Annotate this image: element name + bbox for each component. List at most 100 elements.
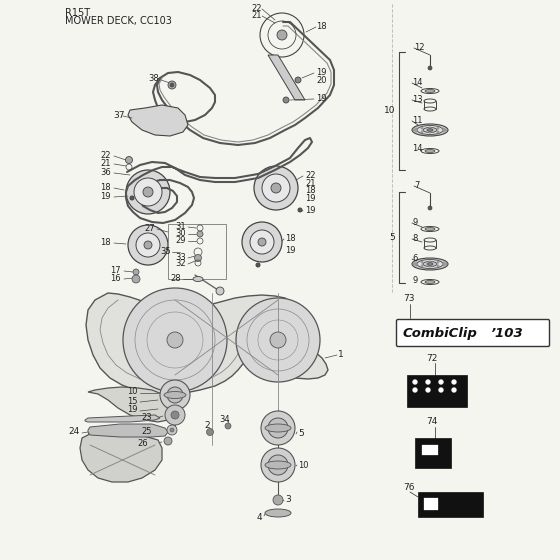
- Circle shape: [160, 380, 190, 410]
- Circle shape: [442, 128, 445, 130]
- Polygon shape: [128, 105, 188, 136]
- Circle shape: [442, 264, 445, 267]
- Circle shape: [256, 263, 260, 267]
- Bar: [424, 498, 438, 510]
- Circle shape: [268, 418, 288, 438]
- Circle shape: [295, 77, 301, 83]
- Circle shape: [445, 263, 447, 265]
- Circle shape: [442, 130, 445, 132]
- Text: 11: 11: [412, 115, 422, 124]
- Text: 18: 18: [305, 185, 316, 194]
- Circle shape: [421, 265, 423, 267]
- Text: 25: 25: [142, 427, 152, 436]
- Ellipse shape: [265, 424, 291, 432]
- Text: 3: 3: [285, 496, 291, 505]
- Ellipse shape: [423, 262, 437, 267]
- Text: 74: 74: [426, 418, 438, 427]
- Circle shape: [261, 448, 295, 482]
- Circle shape: [271, 183, 281, 193]
- Circle shape: [165, 405, 185, 425]
- Text: 24: 24: [69, 427, 80, 436]
- Text: 33: 33: [175, 253, 186, 262]
- Text: 14: 14: [412, 143, 422, 152]
- Text: 19: 19: [305, 194, 315, 203]
- Text: 21: 21: [252, 11, 262, 20]
- Circle shape: [451, 380, 456, 385]
- Text: 17: 17: [110, 265, 120, 274]
- Circle shape: [428, 206, 432, 210]
- Text: 72: 72: [426, 353, 438, 362]
- Circle shape: [254, 166, 298, 210]
- Text: 18: 18: [285, 234, 296, 242]
- Text: 13: 13: [412, 95, 423, 104]
- Circle shape: [429, 260, 431, 263]
- Ellipse shape: [417, 259, 443, 268]
- Circle shape: [250, 230, 274, 254]
- Circle shape: [132, 275, 140, 283]
- Text: 20: 20: [316, 76, 326, 85]
- Ellipse shape: [423, 128, 437, 133]
- Text: 10: 10: [128, 388, 138, 396]
- Ellipse shape: [425, 281, 435, 283]
- Circle shape: [136, 233, 160, 257]
- Circle shape: [437, 130, 439, 133]
- Text: 5: 5: [389, 232, 395, 241]
- Ellipse shape: [265, 461, 291, 469]
- Bar: [415, 438, 451, 468]
- Circle shape: [442, 262, 445, 264]
- Text: 23: 23: [141, 413, 152, 422]
- Circle shape: [415, 262, 417, 264]
- Text: 76: 76: [403, 483, 414, 492]
- Text: 6: 6: [412, 254, 417, 263]
- Text: 28: 28: [170, 273, 181, 282]
- Ellipse shape: [427, 263, 433, 265]
- Text: 8: 8: [412, 234, 417, 242]
- Text: 19: 19: [316, 68, 326, 77]
- Circle shape: [133, 269, 139, 275]
- Circle shape: [413, 380, 418, 385]
- Text: 26: 26: [137, 438, 148, 447]
- Circle shape: [130, 196, 134, 200]
- Text: 18: 18: [316, 21, 326, 30]
- Text: 18: 18: [100, 237, 111, 246]
- Circle shape: [170, 428, 174, 432]
- Polygon shape: [88, 387, 178, 422]
- Circle shape: [421, 127, 423, 129]
- Circle shape: [134, 178, 162, 206]
- Text: R15T: R15T: [65, 8, 90, 18]
- Text: 14: 14: [412, 77, 422, 86]
- Circle shape: [262, 174, 290, 202]
- Text: 22: 22: [100, 151, 110, 160]
- Circle shape: [428, 66, 432, 70]
- Text: 15: 15: [128, 396, 138, 405]
- Circle shape: [171, 411, 179, 419]
- Text: 16: 16: [110, 273, 120, 282]
- Bar: [418, 492, 483, 517]
- Bar: [407, 375, 467, 407]
- Text: 31: 31: [175, 222, 185, 231]
- Circle shape: [258, 238, 266, 246]
- Circle shape: [438, 388, 444, 393]
- Ellipse shape: [427, 129, 433, 131]
- Circle shape: [216, 287, 224, 295]
- Ellipse shape: [412, 124, 448, 136]
- Ellipse shape: [265, 509, 291, 517]
- Text: 5: 5: [298, 428, 304, 437]
- Text: 9: 9: [412, 276, 417, 284]
- Circle shape: [429, 265, 431, 268]
- Text: 29: 29: [175, 236, 185, 245]
- Text: 73: 73: [403, 293, 414, 302]
- Text: ’103: ’103: [490, 326, 522, 339]
- Polygon shape: [88, 424, 168, 437]
- Circle shape: [197, 231, 203, 237]
- Circle shape: [298, 208, 302, 212]
- Text: 30: 30: [175, 228, 185, 237]
- Circle shape: [415, 128, 417, 130]
- Circle shape: [429, 131, 431, 133]
- Circle shape: [415, 130, 417, 132]
- Circle shape: [268, 455, 288, 475]
- Circle shape: [413, 129, 415, 131]
- Ellipse shape: [412, 258, 448, 270]
- Polygon shape: [80, 432, 162, 482]
- Text: MOWER DECK, CC103: MOWER DECK, CC103: [65, 16, 172, 26]
